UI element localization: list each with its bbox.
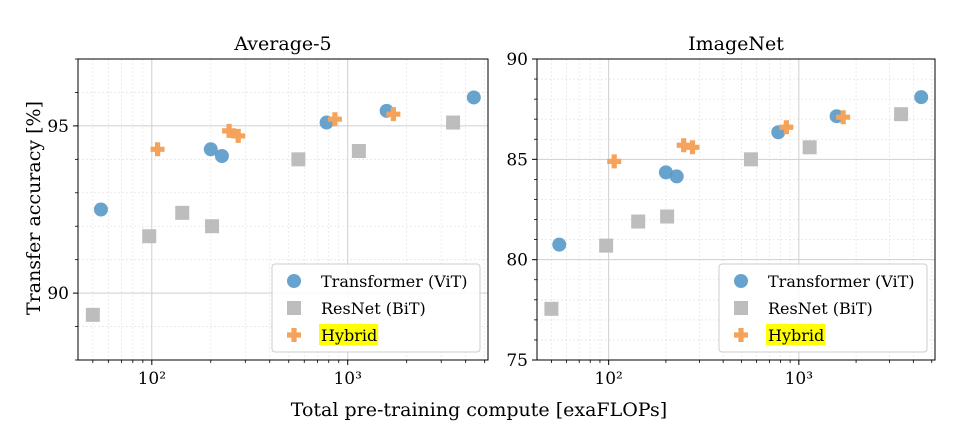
legend-marker-circle — [734, 274, 748, 288]
legend-label: Transformer (ViT) — [321, 272, 468, 291]
data-point-plus — [222, 123, 237, 138]
x-tick-label: 10³ — [333, 369, 361, 389]
data-point-square — [85, 307, 100, 322]
x-tick-label: 10³ — [785, 369, 813, 389]
data-point-plus — [150, 142, 165, 157]
data-point-circle — [214, 148, 229, 163]
y-axis-label: Transfer accuracy [%] — [23, 101, 45, 315]
series-square — [544, 107, 909, 316]
data-point-circle — [203, 142, 218, 157]
y-tick-label: 85 — [506, 150, 528, 170]
y-tick-label: 80 — [506, 251, 528, 271]
data-point-circle — [914, 90, 929, 105]
data-point-square — [205, 219, 220, 234]
x-tick-label: 10² — [138, 369, 166, 389]
data-point-plus — [327, 112, 342, 127]
legend-label: ResNet (BiT) — [768, 299, 873, 318]
legend-label: Hybrid — [768, 326, 824, 345]
legend-label: Transformer (ViT) — [768, 272, 915, 291]
data-point-square — [802, 140, 817, 155]
legend-marker-square — [287, 301, 301, 315]
y-tick-label: 75 — [506, 351, 528, 371]
data-point-square — [142, 229, 157, 244]
data-point-circle — [669, 169, 684, 184]
y-tick-label: 90 — [47, 284, 69, 304]
legend-entry: ResNet (BiT) — [287, 299, 426, 318]
legend-label: Hybrid — [321, 326, 377, 345]
data-point-circle — [658, 165, 673, 180]
legend-entry: Hybrid — [287, 324, 379, 345]
data-point-plus — [607, 154, 622, 169]
data-point-plus — [685, 140, 700, 155]
series-square — [85, 115, 461, 322]
data-point-square — [660, 209, 675, 224]
data-point-plus — [836, 110, 851, 125]
data-point-plus — [779, 120, 794, 135]
panel-2: 10² 10³ 75 80 85 90 ImageNet Transformer (ViT) R… — [506, 33, 936, 389]
legend-marker-plus — [734, 328, 748, 342]
x-tick-label: 10² — [594, 369, 622, 389]
data-point-square — [894, 107, 909, 122]
legend-marker-plus — [287, 328, 301, 342]
legend-entry: ResNet (BiT) — [734, 299, 873, 318]
legend-entry: Transformer (ViT) — [734, 272, 915, 291]
data-point-circle — [552, 237, 567, 252]
data-point-plus — [386, 107, 401, 122]
data-point-plus — [676, 138, 691, 153]
x-axis-label: Total pre-training compute [exaFLOPs] — [291, 399, 667, 421]
legend-highlight — [766, 324, 826, 345]
data-point-plus — [231, 128, 246, 143]
data-point-square — [544, 301, 559, 316]
y-tick-label: 95 — [47, 117, 69, 137]
legend-entry: Hybrid — [734, 324, 826, 345]
panel-1: 10² 10³ 90 95 Average-5 Transformer (ViT) ResN… — [47, 33, 489, 389]
panel-title: ImageNet — [688, 33, 784, 55]
data-point-circle — [93, 202, 108, 217]
legend-marker-square — [734, 301, 748, 315]
plot-frame — [536, 58, 936, 361]
data-point-square — [446, 115, 461, 130]
legend-highlight — [319, 324, 379, 345]
data-point-square — [631, 214, 646, 229]
data-point-square — [291, 152, 306, 167]
data-point-square — [743, 152, 758, 167]
panel-title: Average-5 — [233, 33, 331, 55]
series-plus — [150, 107, 401, 157]
legend-label: ResNet (BiT) — [321, 299, 426, 318]
data-point-square — [351, 143, 366, 158]
legend: Transformer (ViT) ResNet (BiT) Hybrid — [718, 263, 928, 353]
y-tick-label: 90 — [506, 50, 528, 70]
data-point-circle — [466, 90, 481, 105]
series-plus — [607, 110, 851, 169]
legend-entry: Transformer (ViT) — [287, 272, 468, 291]
data-point-square — [599, 238, 614, 253]
legend-marker-circle — [287, 274, 301, 288]
data-point-square — [175, 205, 190, 220]
legend: Transformer (ViT) ResNet (BiT) Hybrid — [271, 263, 481, 353]
plot-frame — [77, 58, 489, 361]
